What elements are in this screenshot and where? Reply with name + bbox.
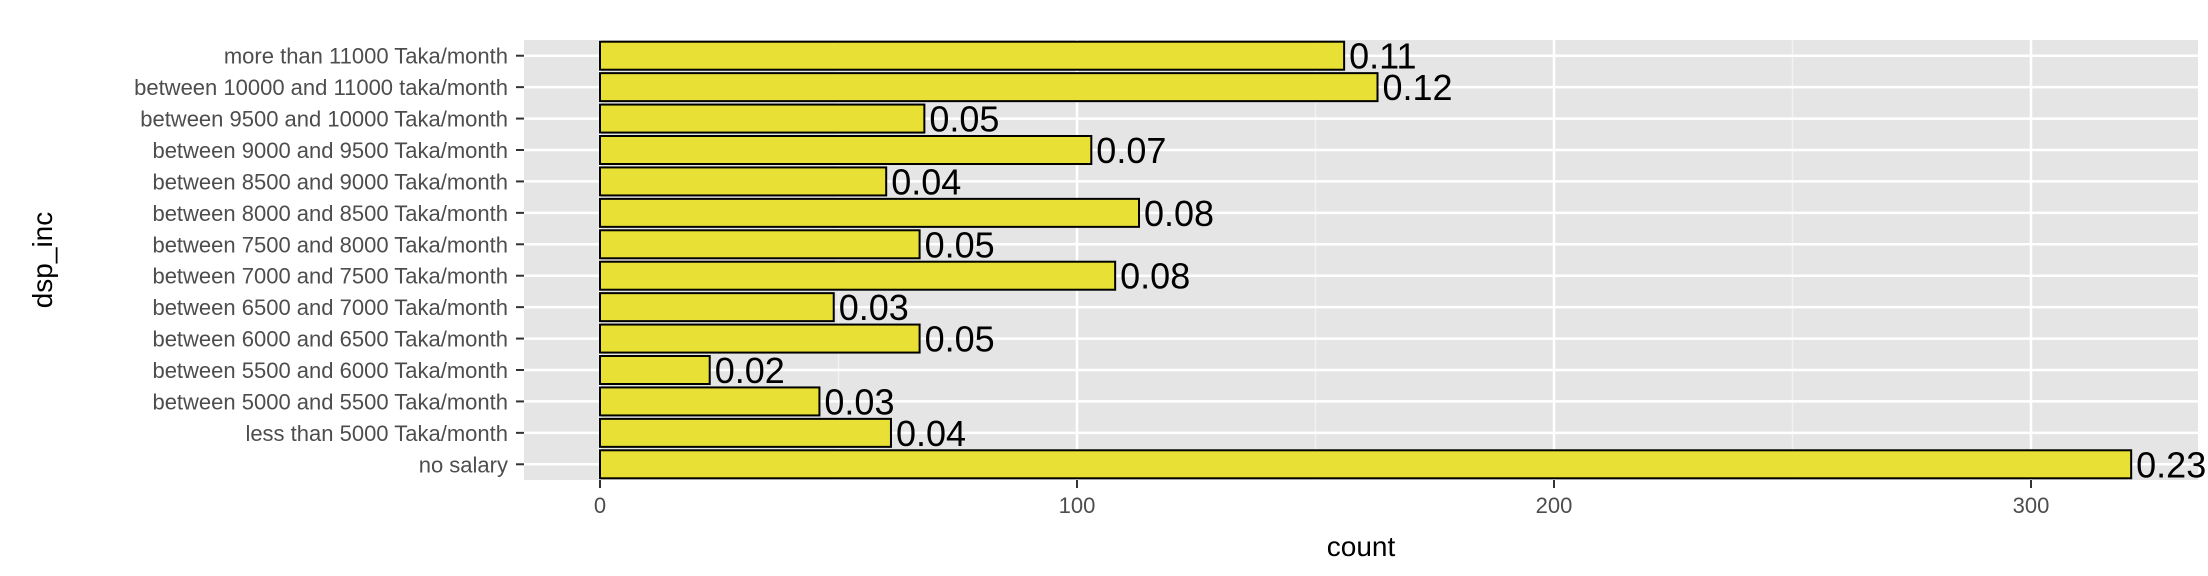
bar — [599, 72, 1379, 103]
y-tick-label: no salary — [419, 452, 508, 477]
bar-value-label: 0.03 — [839, 287, 909, 328]
y-tick-label: between 7000 and 7500 Taka/month — [152, 264, 508, 289]
y-tick-label: between 5000 and 5500 Taka/month — [152, 389, 508, 414]
y-tick-label: between 7500 and 8000 Taka/month — [152, 232, 508, 257]
bar-value-label: 0.08 — [1144, 193, 1214, 234]
y-tick-label: more than 11000 Taka/month — [224, 44, 508, 69]
x-tick-label: 100 — [1059, 493, 1096, 518]
bar — [599, 166, 888, 197]
bar-value-label: 0.05 — [925, 319, 995, 360]
bar-value-label: 0.05 — [925, 224, 995, 265]
bar — [599, 417, 892, 448]
y-tick-label: between 9000 and 9500 Taka/month — [152, 138, 508, 163]
bar — [599, 229, 921, 260]
bar-value-label: 0.05 — [929, 99, 999, 140]
bar — [599, 449, 2133, 480]
x-tick-label: 200 — [1536, 493, 1573, 518]
y-tick-label: between 8500 and 9000 Taka/month — [152, 169, 508, 194]
bar — [599, 292, 835, 323]
y-tick-label: between 10000 and 11000 taka/month — [134, 75, 508, 100]
x-tick-label: 0 — [594, 493, 606, 518]
y-tick-label: between 6500 and 7000 Taka/month — [152, 295, 508, 320]
bar-value-label: 0.11 — [1349, 36, 1416, 77]
bar — [599, 103, 926, 134]
bar-value-label: 0.12 — [1383, 67, 1453, 108]
bar — [599, 386, 821, 417]
bars — [599, 40, 2133, 480]
bar-value-label: 0.03 — [824, 381, 894, 422]
bar-value-label: 0.08 — [1120, 256, 1190, 297]
bar-value-label: 0.07 — [1096, 130, 1166, 171]
x-axis-title: count — [1327, 531, 1396, 562]
bar-value-label: 0.04 — [891, 161, 961, 202]
x-tick-label: 300 — [2013, 493, 2050, 518]
bar — [599, 260, 1117, 291]
y-tick-label: less than 5000 Taka/month — [245, 421, 508, 446]
y-axis-title: dsp_inc — [27, 212, 58, 309]
y-tick-label: between 5500 and 6000 Taka/month — [152, 358, 508, 383]
y-axis: no salary less than 5000 Taka/month betwee… — [134, 44, 524, 477]
bar — [599, 135, 1093, 165]
bar — [599, 355, 711, 385]
y-tick-label: between 8000 and 8500 Taka/month — [152, 201, 508, 226]
y-tick-label: between 6000 and 6500 Taka/month — [152, 327, 508, 352]
y-tick-label: between 9500 and 10000 Taka/month — [140, 107, 508, 132]
data-labels: 0.230.040.030.020.050.030.080.050.080.04… — [715, 36, 2207, 486]
bar-value-label: 0.23 — [2136, 444, 2206, 485]
bar — [599, 40, 1346, 71]
bar-value-label: 0.02 — [715, 350, 785, 391]
bar — [599, 323, 921, 354]
bar — [599, 197, 1141, 228]
x-axis: 0 100 200 300 — [594, 480, 2049, 518]
bar-value-label: 0.04 — [896, 413, 966, 454]
